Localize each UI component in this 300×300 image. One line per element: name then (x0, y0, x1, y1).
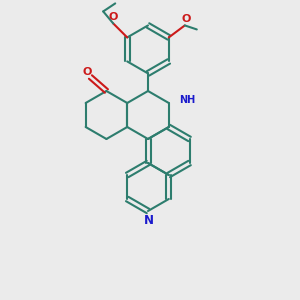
Text: O: O (181, 14, 190, 24)
Text: O: O (109, 12, 118, 22)
Text: NH: NH (179, 95, 195, 105)
Text: N: N (144, 214, 154, 227)
Text: O: O (83, 67, 92, 77)
